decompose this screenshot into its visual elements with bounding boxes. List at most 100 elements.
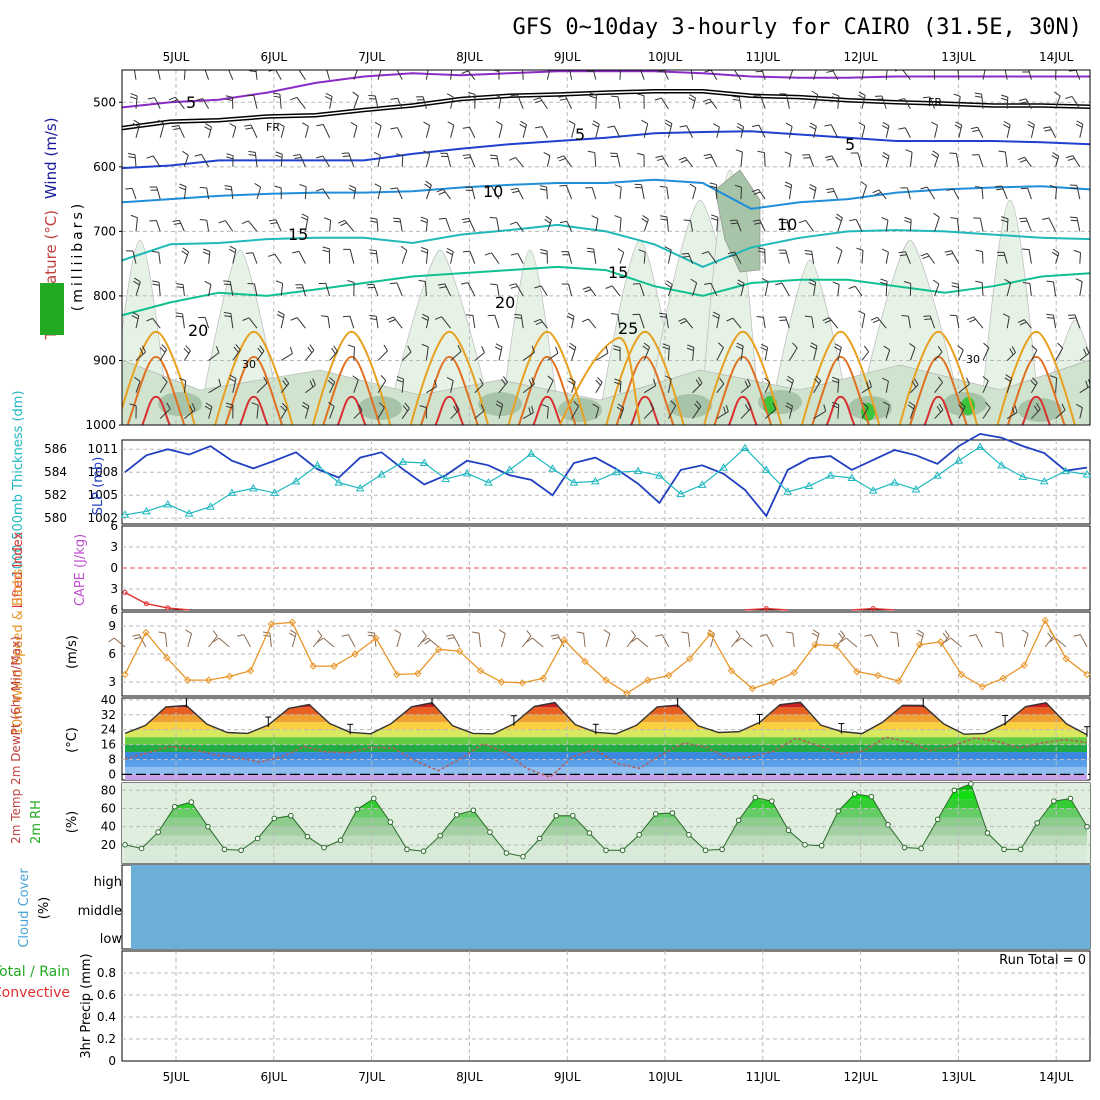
barb-flag: [996, 188, 1004, 191]
barb-flag: [390, 187, 398, 190]
wind-barb: [1004, 278, 1012, 297]
wind-barb: [788, 70, 794, 80]
wind-barb: [194, 153, 210, 168]
wind-barb-10m: [994, 631, 1004, 648]
barb-flag: [226, 156, 234, 160]
barb-flag: [904, 216, 912, 221]
wind-barb: [494, 343, 503, 361]
thickness-point: [1018, 472, 1028, 480]
barb-shaft: [813, 380, 822, 393]
barb-flag: [982, 376, 989, 382]
barb-shaft: [1006, 97, 1009, 109]
barb-flag: [1067, 157, 1075, 161]
wind-barb: [436, 188, 451, 200]
barb-shaft: [1052, 314, 1057, 329]
wind-barb: [462, 154, 476, 168]
barb-shaft: [329, 406, 335, 419]
wind-barb: [1065, 155, 1081, 168]
barb-shaft: [208, 126, 212, 138]
barb-flag: [422, 313, 429, 318]
wind-barb: [558, 95, 573, 109]
barb-flag: [492, 70, 500, 72]
barb-flag: [955, 121, 962, 126]
barb-flag: [289, 629, 297, 634]
rh-point: [138, 845, 145, 852]
barb-flag: [390, 127, 398, 130]
wind-speed-point: [330, 662, 338, 670]
wind-barb: [522, 345, 535, 361]
barb-shaft: [904, 127, 911, 138]
barb-shaft: [1074, 314, 1081, 329]
wind-barb: [396, 70, 403, 80]
barb-flag: [324, 96, 332, 101]
temp-band: [125, 759, 1087, 767]
wind-barb: [159, 344, 168, 361]
barb-flag: [331, 347, 336, 355]
barb-flag: [438, 217, 446, 220]
barb-shaft: [975, 634, 983, 648]
barb-flag: [958, 404, 964, 411]
lifted-index-segment: [146, 603, 168, 609]
barb-flag: [1047, 632, 1053, 639]
barb-flag: [249, 67, 256, 68]
barb-flag: [709, 182, 717, 186]
wind-barb: [461, 70, 476, 80]
day-label-top: 6JUL: [260, 50, 287, 64]
rh-patch: [478, 392, 522, 416]
barb-flag: [696, 400, 702, 407]
wind-barb: [418, 279, 427, 296]
barb-flag: [1049, 375, 1057, 379]
barb-shaft: [396, 633, 402, 648]
barb-flag: [950, 217, 958, 220]
thickness-point: [462, 468, 472, 477]
wind-barb: [692, 400, 702, 419]
wind-barb: [881, 216, 889, 232]
barb-flag: [434, 316, 442, 320]
wind-barb: [994, 185, 1008, 200]
wind-barb: [539, 185, 548, 200]
wind-barb: [726, 317, 742, 329]
wind-barb: [957, 345, 964, 361]
wind-barb: [533, 318, 548, 329]
wind-barb: [835, 213, 843, 232]
barb-shaft: [498, 381, 508, 394]
wind-barb: [277, 122, 285, 138]
barb-shaft: [329, 220, 332, 232]
svg-text:(%): (%): [37, 897, 52, 920]
barb-shaft: [764, 382, 771, 393]
wind-barb: [386, 316, 403, 329]
barb-flag: [670, 400, 677, 406]
rh-point: [221, 846, 228, 853]
barb-shaft: [353, 125, 358, 138]
barb-flag: [226, 402, 234, 406]
barb-shaft: [472, 315, 476, 329]
barb-flag: [229, 122, 236, 128]
rh-tick: 80: [101, 783, 116, 797]
wind-barb: [974, 92, 984, 109]
wind-speed-point: [204, 676, 213, 684]
barb-shaft: [591, 187, 597, 200]
barb-flag: [194, 153, 202, 157]
barb-flag: [804, 315, 812, 318]
barb-flag: [972, 129, 980, 133]
barb-flag: [509, 221, 517, 225]
barb-flag: [785, 122, 793, 127]
barb-flag: [1031, 345, 1038, 351]
barb-flag: [228, 248, 236, 253]
svg-text:Lifted Index: Lifted Index: [11, 531, 26, 608]
barb-flag: [404, 402, 410, 409]
barb-shaft: [766, 634, 774, 648]
wind-barb: [834, 343, 842, 361]
barb-flag: [659, 185, 667, 188]
barb-flag: [1061, 403, 1066, 411]
wind-barb: [464, 186, 476, 200]
barb-flag: [223, 312, 231, 314]
warm-isotherm: [214, 331, 294, 425]
svg-text:Cloud Cover: Cloud Cover: [17, 868, 32, 948]
barb-shaft: [831, 155, 839, 168]
barb-flag: [866, 381, 870, 389]
barb-shaft: [1055, 95, 1061, 109]
barb-shaft: [375, 316, 379, 329]
